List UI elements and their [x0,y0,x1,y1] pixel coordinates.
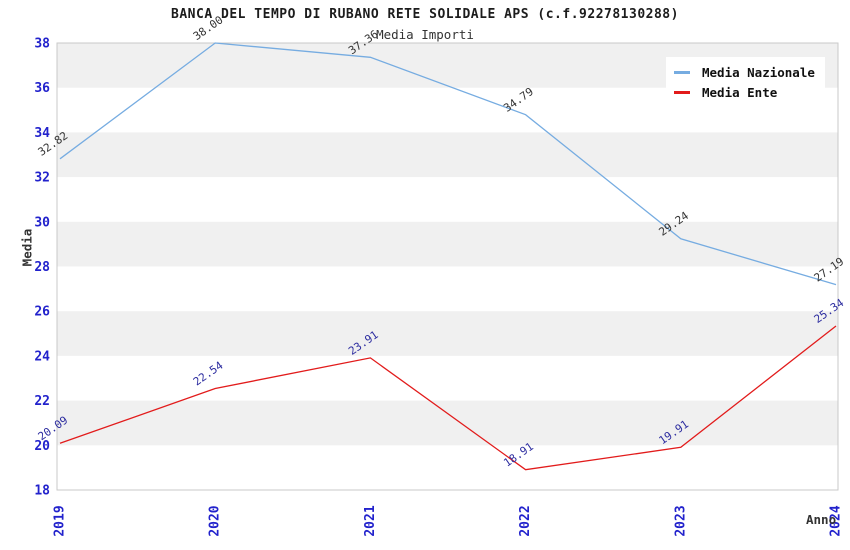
media-ente-line-swatch-icon [674,90,690,94]
legend-label: Media Nazionale [702,64,815,80]
y-tick-label: 24 [34,349,50,364]
legend: Media Nazionale Media Ente [666,57,825,108]
y-tick-label: 38 [34,37,50,52]
x-tick-label: 2022 [518,505,533,536]
y-tick-label: 22 [34,394,50,409]
y-tick-label: 28 [34,260,50,275]
series-line-media-nazionale [59,42,837,286]
legend-item-media-nazionale: Media Nazionale [674,62,815,82]
grid-band [57,132,838,178]
media-nazionale-line-swatch-icon [674,70,690,74]
legend-item-media-ente: Media Ente [674,82,815,102]
legend-label: Media Ente [702,84,778,100]
x-tick-label: 2023 [673,505,688,536]
y-tick-label: 34 [34,126,50,141]
y-tick-label: 18 [34,484,50,499]
chart-subtitle: Media Importi [376,27,474,42]
y-tick-label: 36 [34,81,50,96]
x-axis-title: Anno [806,512,837,527]
x-tick-label: 2021 [363,505,378,536]
data-point-label: 34.79 [501,85,536,115]
x-tick-label: 2020 [208,505,223,536]
y-axis-title: Media [19,228,35,267]
y-tick-label: 20 [34,439,50,454]
y-tick-label: 30 [34,215,50,230]
chart-title: BANCA DEL TEMPO DI RUBANO RETE SOLIDALE … [171,7,679,22]
grid-band [57,400,838,446]
plot-border [56,42,839,491]
y-tick-label: 26 [34,305,50,320]
data-point-label: 38.00 [191,13,226,43]
x-tick-label: 2024 [829,505,844,536]
data-point-label: 22.54 [191,359,226,389]
series-line-media-ente [59,325,837,471]
grid-band [57,311,838,356]
x-tick-label: 2019 [53,505,68,536]
grid-band [57,221,838,267]
y-tick-label: 32 [34,171,50,186]
